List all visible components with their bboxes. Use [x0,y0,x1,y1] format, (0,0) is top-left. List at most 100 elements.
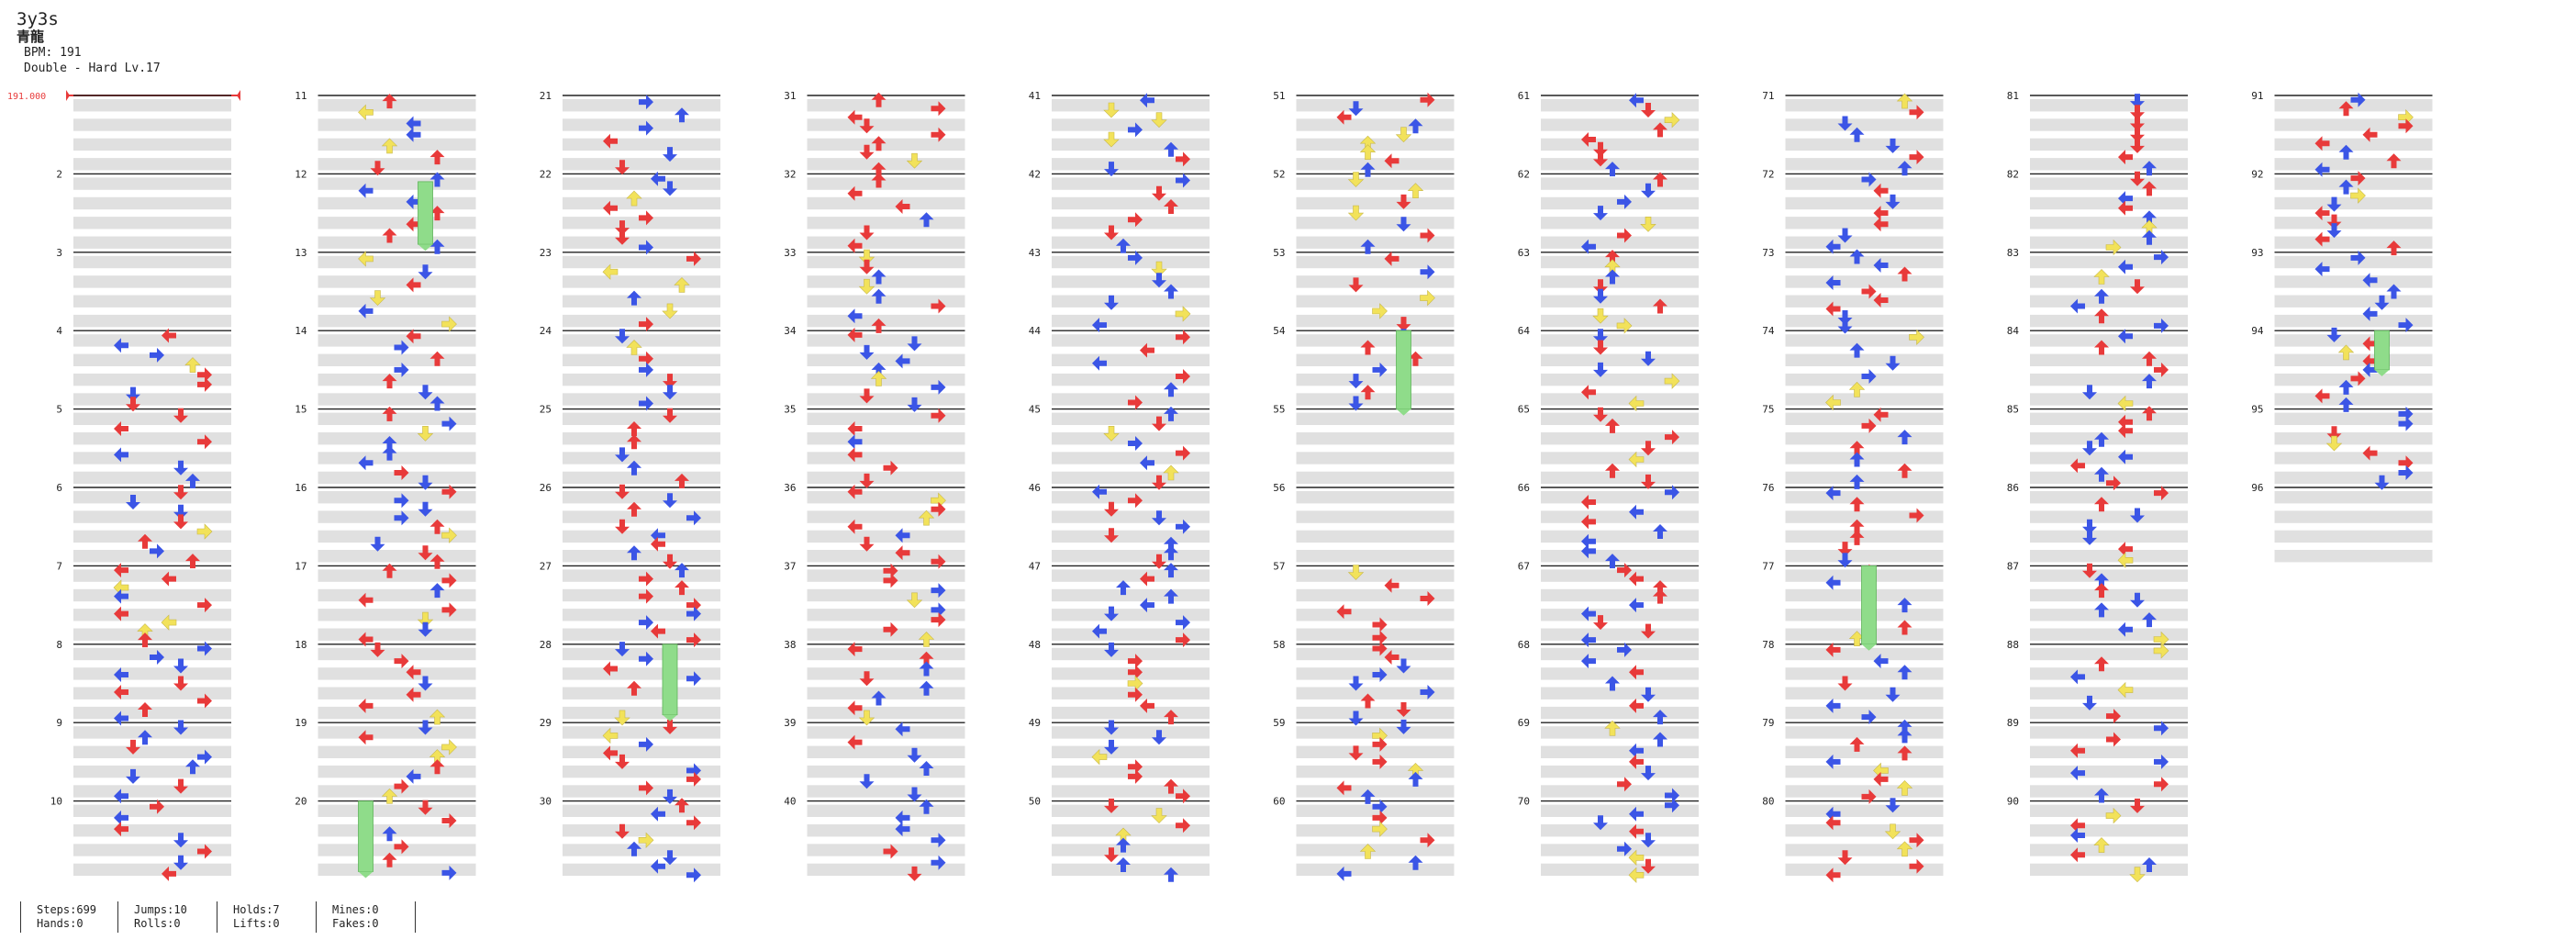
beat-band [1785,491,1944,504]
step-arrow [1176,330,1190,345]
step-arrow [197,641,212,656]
step-arrow [1664,373,1680,389]
measure: 90 [2007,796,2188,877]
beat-band [73,99,231,112]
beat-band [73,412,231,425]
step-arrow [1164,563,1178,578]
measure-number: 93 [2251,247,2263,259]
step-arrow [639,120,653,136]
step-arrow [2338,397,2354,412]
stat-hands: Hands:0 [37,917,84,930]
beat-band [563,412,720,425]
beat-band [1296,217,1455,229]
step-arrow [1348,374,1364,389]
beat-band [1541,628,1699,641]
step-arrow [674,276,690,293]
step-arrow [1593,206,1608,221]
measure-number: 87 [2007,560,2019,572]
step-arrow [1347,172,1365,187]
beat-band [563,452,720,464]
step-arrow [394,510,409,526]
step-arrow [883,460,898,476]
step-arrow [173,485,188,500]
beat-band [807,804,965,817]
step-arrow [639,95,653,110]
step-arrow [114,563,128,578]
step-arrow [651,623,665,639]
step-arrow [1348,101,1364,117]
step-arrow [1641,858,1656,874]
beat-band [73,588,231,602]
measure: 91 [2251,90,2433,171]
step-arrow [663,385,677,400]
step-arrow [394,465,409,480]
measure-number: 40 [784,796,796,808]
beat-band [1052,353,1210,366]
beat-band [73,667,231,680]
measure-number: 36 [784,482,796,494]
measure-number: 8 [56,639,62,651]
beat-band [1296,452,1455,464]
measure: 78 [1762,639,1944,720]
beat-band [807,647,965,661]
step-arrow [1665,430,1679,445]
beat-band [563,138,720,151]
step-arrow [1128,768,1143,784]
beat-band [1052,412,1210,425]
step-arrow [1593,279,1608,295]
measure-number: 12 [295,168,307,180]
hold-body [418,181,433,245]
step-arrow [1420,289,1435,307]
step-arrow [1653,732,1667,747]
step-arrow [651,536,665,552]
measure-number: 62 [1518,168,1530,180]
step-arrow [1104,225,1119,241]
beat-band [73,706,231,720]
step-arrow [1176,445,1190,461]
measure: 62 [1518,168,1699,249]
beat-band [2030,471,2188,485]
step-arrow [114,711,128,726]
step-arrow [1640,217,1656,232]
beat-band [1785,510,1944,523]
beat-band [563,99,720,112]
step-arrow [1861,418,1877,433]
step-arrow [114,822,128,837]
beat-band [1785,687,1944,699]
bpm-change-label: 191.000 [7,92,46,102]
measure-number: 71 [1762,90,1774,102]
beat-band [318,393,476,406]
step-arrow [847,238,863,253]
measure-number: 56 [1273,482,1285,494]
step-arrow [2082,385,2097,400]
measure-number: 70 [1518,796,1530,808]
beat-band [73,785,231,798]
beat-band [1541,217,1699,229]
step-arrow [150,347,164,363]
measure-number: 49 [1029,717,1041,729]
step-arrow [1593,340,1608,355]
beat-band [1296,510,1455,523]
step-arrow [663,789,677,804]
step-arrow [1140,342,1154,358]
beat-band [1541,138,1699,151]
step-arrow [1420,228,1435,243]
beat-band [318,275,476,288]
beat-band [807,334,965,347]
step-arrow [1617,642,1632,657]
beat-band [807,393,965,406]
step-arrow [675,798,689,813]
step-arrow [686,815,701,831]
beat-band [73,844,231,856]
beat-band [807,412,965,425]
beat-band [1296,432,1455,445]
step-arrow [1861,172,1877,187]
step-arrow [1104,501,1119,517]
step-arrow [639,351,653,366]
beat-band [2030,275,2188,288]
step-arrow [114,810,128,825]
step-arrow [871,318,887,333]
beat-band [318,569,476,582]
beat-band [1296,177,1455,190]
beat-band [1052,609,1210,621]
